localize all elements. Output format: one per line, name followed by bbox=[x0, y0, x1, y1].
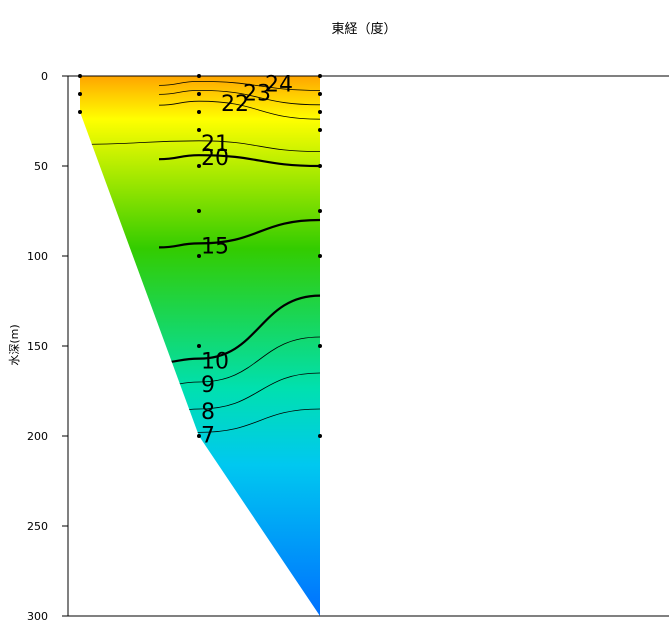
contour-label-20: 20 bbox=[201, 146, 229, 171]
sample-point bbox=[197, 434, 201, 438]
chart-title: 東経（度） bbox=[331, 21, 396, 37]
station-layer bbox=[78, 74, 322, 438]
y-axis-label: 水深(m) bbox=[8, 324, 21, 365]
contour-layer bbox=[80, 80, 320, 437]
y-axis: 0 50 100 150 200 250 300 水深(m) bbox=[8, 70, 69, 622]
y-tick-label: 150 bbox=[27, 340, 48, 353]
sample-point bbox=[318, 434, 322, 438]
sample-point bbox=[197, 344, 201, 348]
sample-point bbox=[318, 110, 322, 114]
sample-point bbox=[318, 254, 322, 258]
contour-line-24 bbox=[158, 80, 320, 91]
sample-point bbox=[78, 92, 82, 96]
sample-point bbox=[318, 344, 322, 348]
sample-point bbox=[197, 92, 201, 96]
contour-label-24: 24 bbox=[265, 72, 293, 97]
contour-line-23 bbox=[158, 89, 320, 106]
y-tick-label: 50 bbox=[34, 160, 48, 173]
y-tick-label: 0 bbox=[41, 70, 48, 83]
sample-point bbox=[197, 128, 201, 132]
sample-point bbox=[197, 110, 201, 114]
contour-label-8: 8 bbox=[201, 400, 215, 425]
y-tick-label: 250 bbox=[27, 520, 48, 533]
contour-line-20 bbox=[158, 154, 320, 168]
contour-line-15 bbox=[158, 218, 320, 249]
y-tick-label: 200 bbox=[27, 430, 48, 443]
contour-label-7: 7 bbox=[201, 423, 215, 448]
contour-label-10: 10 bbox=[201, 350, 229, 375]
y-ticks: 0 50 100 150 200 250 300 bbox=[27, 70, 68, 622]
contour-label-22: 22 bbox=[221, 92, 249, 117]
contour-line-10 bbox=[158, 294, 320, 364]
sample-point bbox=[197, 209, 201, 213]
y-tick-label: 300 bbox=[27, 610, 48, 622]
contour-label-15: 15 bbox=[201, 234, 229, 259]
sample-point bbox=[197, 254, 201, 258]
y-tick-label: 100 bbox=[27, 250, 48, 263]
sample-point bbox=[197, 164, 201, 168]
contour-label-23: 23 bbox=[243, 81, 271, 106]
sample-point bbox=[318, 128, 322, 132]
contour-label-9: 9 bbox=[201, 373, 215, 398]
sample-point bbox=[318, 164, 322, 168]
sample-point bbox=[318, 92, 322, 96]
sample-point bbox=[318, 209, 322, 213]
sample-point bbox=[78, 110, 82, 114]
contour-line-21 bbox=[80, 140, 320, 152]
contour-label-21: 21 bbox=[201, 132, 229, 157]
contour-line-22 bbox=[158, 100, 320, 120]
